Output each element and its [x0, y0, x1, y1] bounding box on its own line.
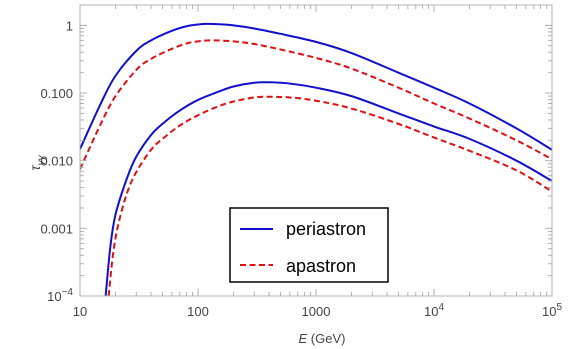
y-tick-label: 1: [66, 18, 73, 33]
legend-label-apastron: apastron: [286, 256, 356, 276]
y-axis-label-sub: γγ: [36, 154, 47, 165]
axis-ticks: [79, 4, 553, 297]
curves-layer: [80, 22, 552, 296]
legend-label-periastron: periastron: [286, 219, 366, 239]
y-tick-label: 0.001: [40, 221, 73, 236]
y-tick-labels: 10−4 0.001 0.010 0.100 1: [40, 18, 73, 304]
x-tick-label: 104: [424, 302, 444, 319]
legend: periastron apastron: [229, 207, 389, 283]
x-tick-label: 100: [187, 304, 209, 319]
series-line-apastron-2: [80, 39, 552, 170]
series-line-periastron-1: [80, 22, 552, 151]
x-tick-label: 105: [542, 302, 562, 319]
x-axis-label-unit: (GeV): [307, 331, 345, 346]
y-tick-label: 0.100: [40, 86, 73, 101]
y-tick-label: 10−4: [47, 287, 73, 304]
x-tick-labels: 10 100 1000 104 105: [73, 302, 563, 319]
x-axis-label-italic: E: [299, 331, 308, 346]
x-tick-label: 10: [73, 304, 87, 319]
y-axis-label-base: τ: [27, 165, 43, 171]
y-axis-label: τγγ: [27, 154, 47, 170]
legend-box: [229, 207, 389, 283]
series-line-periastron-3: [104, 81, 552, 296]
series-line-apastron-4: [107, 95, 552, 296]
x-axis-label: E (GeV): [299, 331, 346, 346]
x-tick-label: 1000: [302, 304, 331, 319]
y-tick-label: 0.010: [40, 154, 73, 169]
